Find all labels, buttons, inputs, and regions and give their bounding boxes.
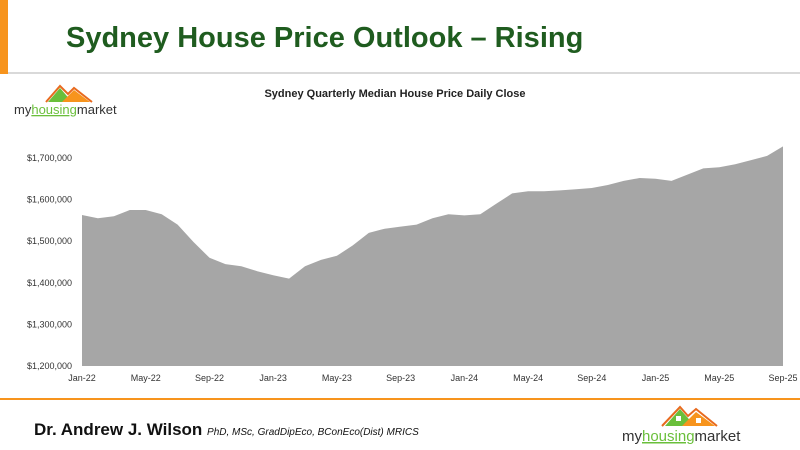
footer-divider: [0, 398, 800, 400]
x-tick-label: Jan-25: [642, 373, 670, 383]
x-tick-label: May-22: [131, 373, 161, 383]
logo-top: myhousingmarket: [14, 84, 117, 117]
x-tick-label: Jan-23: [259, 373, 287, 383]
author-credentials: PhD, MSc, GradDipEco, BConEco(Dist) MRIC…: [207, 427, 419, 438]
y-tick-label: $1,300,000: [27, 319, 72, 329]
logo-bottom: myhousingmarket: [622, 405, 741, 445]
x-tick-label: May-23: [322, 373, 352, 383]
y-tick-label: $1,200,000: [27, 361, 72, 371]
y-tick-label: $1,500,000: [27, 236, 72, 246]
x-tick-label: May-25: [704, 373, 734, 383]
accent-bar: [0, 0, 8, 74]
chart-title: Sydney Quarterly Median House Price Dail…: [264, 88, 525, 100]
x-tick-label: Sep-25: [768, 373, 797, 383]
author-name: Dr. Andrew J. Wilson PhD, MSc, GradDipEc…: [34, 420, 419, 440]
slide-title: Sydney House Price Outlook – Rising: [66, 22, 584, 54]
svg-text:myhousingmarket: myhousingmarket: [14, 102, 117, 117]
y-tick-label: $1,400,000: [27, 278, 72, 288]
svg-text:myhousingmarket: myhousingmarket: [622, 428, 741, 445]
x-tick-label: Sep-22: [195, 373, 224, 383]
y-tick-label: $1,600,000: [27, 195, 72, 205]
price-area: [82, 146, 783, 366]
price-chart: Sydney Quarterly Median House Price Dail…: [27, 88, 798, 383]
author-label: Dr. Andrew J. Wilson: [34, 420, 203, 439]
y-tick-label: $1,700,000: [27, 153, 72, 163]
header-divider: [8, 72, 800, 74]
x-tick-label: Jan-22: [68, 373, 96, 383]
x-tick-label: Sep-23: [386, 373, 415, 383]
x-tick-label: Jan-24: [451, 373, 479, 383]
x-tick-label: Sep-24: [577, 373, 606, 383]
x-tick-label: May-24: [513, 373, 543, 383]
